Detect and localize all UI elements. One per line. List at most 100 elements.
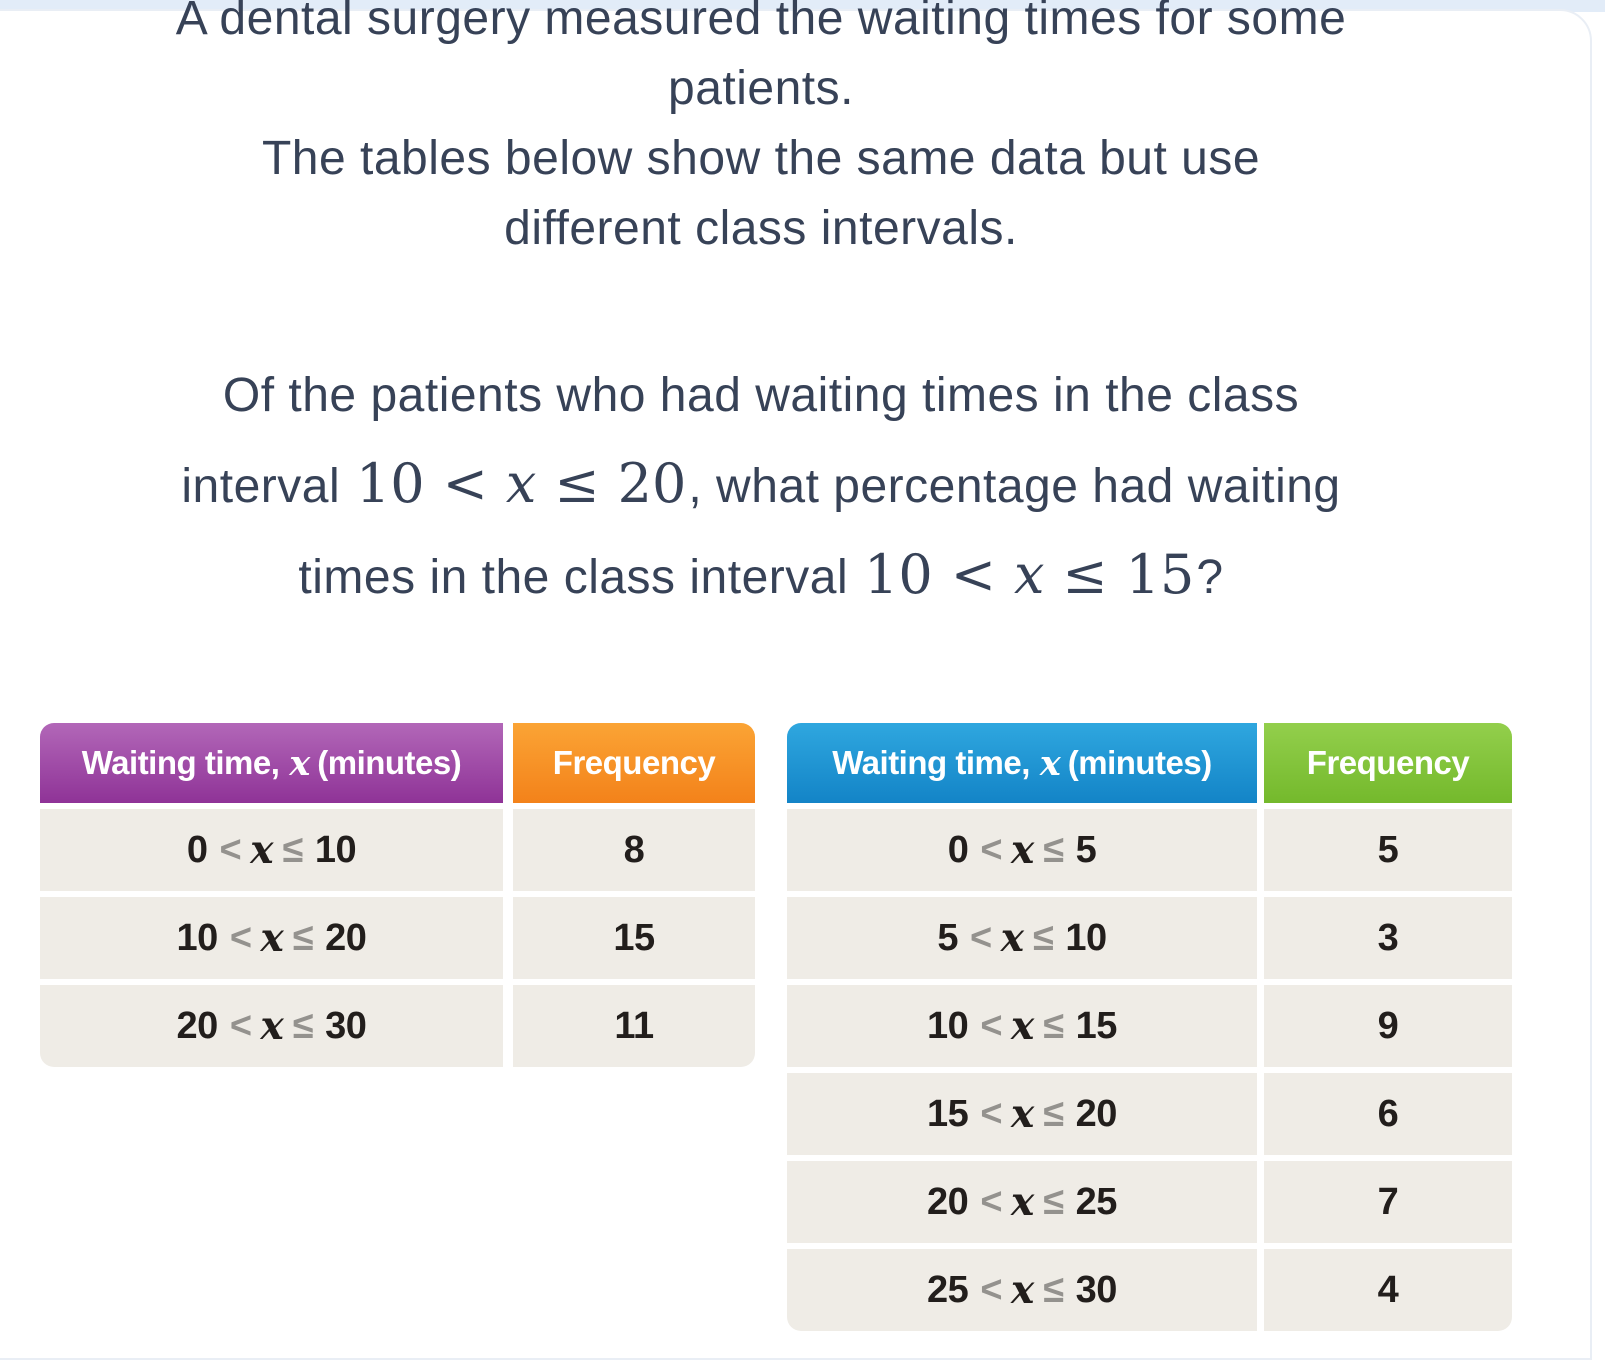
- frequency-cell: 5: [1264, 809, 1512, 891]
- interval-cell: 15 < x ≤20: [787, 1073, 1257, 1155]
- interval-cell: 10 < x ≤15: [787, 985, 1257, 1067]
- math-variable: x: [250, 827, 274, 873]
- question-intro-text: A dental surgery measured the waiting ti…: [0, 0, 1522, 264]
- math-token: 20: [927, 1180, 969, 1223]
- math-variable: x: [1000, 915, 1024, 961]
- question-intro-line: patients.: [668, 62, 854, 115]
- math-token: 30: [1075, 1268, 1118, 1311]
- question-body-line: times in the class interval 10 < x ≤15?: [0, 531, 1522, 622]
- math-token: <: [442, 452, 488, 515]
- math-interval-10-20: 10 < x ≤20: [354, 452, 688, 515]
- frequency-header-cell: Frequency: [513, 723, 755, 803]
- math-token: 15: [1125, 543, 1195, 606]
- interval-cell: 0 < x ≤10: [40, 809, 503, 891]
- frequency-cell: 4: [1264, 1249, 1512, 1331]
- math-token: ≤: [1043, 1004, 1064, 1047]
- math-variable: x: [1011, 1179, 1035, 1225]
- math-token: <: [229, 1004, 252, 1047]
- math-token: 15: [927, 1092, 969, 1135]
- interval-cell: 25 < x ≤30: [787, 1249, 1257, 1331]
- math-token: 20: [617, 452, 687, 515]
- interval-cell: 10 < x ≤20: [40, 897, 503, 979]
- math-token: ≤: [554, 452, 600, 515]
- math-token: ≤: [292, 1004, 314, 1047]
- question-intro-line: A dental surgery measured the waiting ti…: [175, 0, 1347, 45]
- math-token: ≤: [1043, 828, 1064, 871]
- math-token: <: [980, 1092, 1003, 1135]
- math-token: <: [970, 916, 992, 959]
- math-token: <: [980, 1180, 1003, 1223]
- waiting-time-header-cell: Waiting time, x (minutes): [40, 723, 503, 803]
- frequency-cell: 11: [513, 985, 755, 1067]
- math-token: 20: [325, 916, 367, 959]
- question-body-line: interval 10 < x ≤20, what percentage had wa…: [0, 440, 1522, 531]
- header-label-pre: Waiting time,: [832, 744, 1030, 781]
- header-x-variable: x: [289, 742, 311, 784]
- frequency-cell: 9: [1264, 985, 1512, 1067]
- math-token: 10: [314, 828, 357, 871]
- header-label-post: (minutes): [317, 744, 462, 781]
- waiting-time-header-cell: Waiting time, x (minutes): [787, 723, 1257, 803]
- math-token: 15: [1075, 1004, 1118, 1047]
- math-token: <: [229, 916, 252, 959]
- math-variable: x: [1011, 1003, 1035, 1049]
- frequency-cell: 7: [1264, 1161, 1512, 1243]
- math-variable: x: [1011, 1091, 1035, 1137]
- interval-cell: 20 < x ≤25: [787, 1161, 1257, 1243]
- interval-cell: 20 < x ≤30: [40, 985, 503, 1067]
- math-token: 10: [355, 452, 425, 515]
- frequency-cell: 6: [1264, 1073, 1512, 1155]
- interval-cell: 5 < x ≤10: [787, 897, 1257, 979]
- frequency-header-cell: Frequency: [1264, 723, 1512, 803]
- question-intro-line: The tables below show the same data but …: [261, 132, 1261, 185]
- math-token: <: [219, 828, 242, 871]
- math-token: 10: [927, 1004, 969, 1047]
- frequency-table-coarse: Waiting time, x (minutes) Frequency 0 < x ≤10…: [40, 723, 755, 1067]
- math-token: ≤: [292, 916, 314, 959]
- math-token: ≤: [1043, 1092, 1064, 1135]
- math-token: 30: [325, 1004, 367, 1047]
- math-token: 10: [863, 543, 933, 606]
- question-text-segment: ?: [1196, 551, 1224, 604]
- question-body-line: Of the patients who had waiting times in…: [222, 369, 1300, 422]
- math-token: ≤: [1043, 1180, 1064, 1223]
- interval-cell: 0 < x ≤5: [787, 809, 1257, 891]
- math-variable: x: [1011, 827, 1035, 873]
- frequency-cell: 15: [513, 897, 755, 979]
- header-label-post: (minutes): [1067, 744, 1213, 781]
- math-token: 20: [1075, 1092, 1118, 1135]
- math-token: <: [980, 828, 1003, 871]
- math-token: <: [980, 1268, 1003, 1311]
- math-token: 25: [1075, 1180, 1118, 1223]
- math-token: <: [950, 543, 996, 606]
- question-text-segment: interval: [181, 460, 341, 513]
- math-token: 0: [186, 828, 208, 871]
- question-intro-line: different class intervals.: [504, 202, 1018, 255]
- frequency-cell: 3: [1264, 897, 1512, 979]
- header-label-pre: Waiting time,: [81, 744, 280, 781]
- math-token: ≤: [1062, 543, 1108, 606]
- math-variable: x: [260, 915, 284, 961]
- question-body-text: Of the patients who had waiting times in…: [0, 352, 1522, 622]
- math-token: ≤: [1043, 1268, 1064, 1311]
- math-token: <: [980, 1004, 1003, 1047]
- math-token: 25: [927, 1268, 969, 1311]
- frequency-cell: 8: [513, 809, 755, 891]
- math-token: 0: [947, 828, 969, 871]
- math-variable: x: [505, 452, 537, 515]
- math-variable: x: [1013, 543, 1045, 606]
- header-x-variable: x: [1039, 742, 1061, 784]
- question-text-segment: times in the class interval: [298, 551, 849, 604]
- math-interval-10-15: 10 < x ≤15: [862, 543, 1196, 606]
- math-token: 20: [176, 1004, 219, 1047]
- question-text-segment: , what percentage had waiting: [688, 460, 1341, 513]
- math-token: 5: [937, 916, 959, 959]
- math-token: ≤: [1032, 916, 1054, 959]
- math-variable: x: [1011, 1267, 1035, 1313]
- math-token: 5: [1075, 828, 1097, 871]
- math-token: 10: [176, 916, 219, 959]
- math-token: ≤: [282, 828, 303, 871]
- frequency-table-fine: Waiting time, x (minutes) Frequency 0 < x ≤5 …: [787, 723, 1512, 1331]
- math-variable: x: [260, 1003, 284, 1049]
- math-token: 10: [1065, 916, 1107, 959]
